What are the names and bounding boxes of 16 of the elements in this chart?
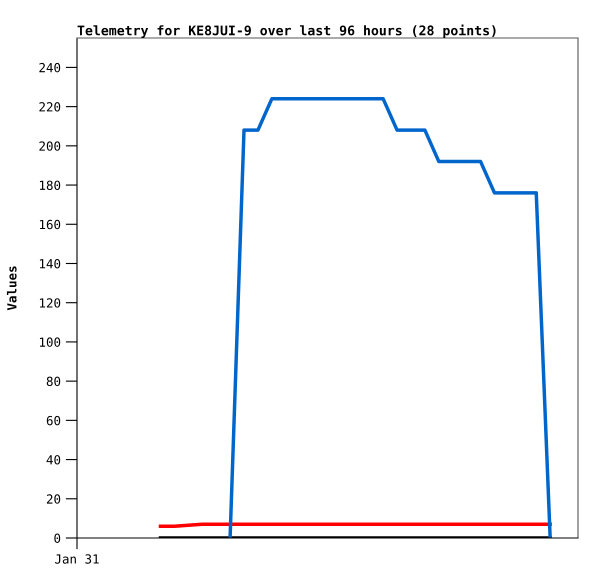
y-axis-title: Values — [6, 266, 17, 310]
y-tick-label: 240 — [39, 62, 60, 72]
y-tick-label: 120 — [40, 298, 60, 308]
chart-title: Telemetry for KE8JUI-9 over last 96 hours (28 points) — [78, 24, 496, 38]
y-tick-label: 180 — [40, 180, 60, 190]
y-tick-label: 200 — [39, 141, 60, 151]
y-tick-label: 160 — [40, 220, 60, 230]
y-tick-label: 20 — [46, 494, 60, 504]
y-tick-label: 100 — [40, 337, 60, 347]
y-tick-label: 40 — [46, 455, 60, 465]
y-tick-label: 60 — [46, 416, 60, 426]
y-tick-label: 0 — [54, 534, 60, 543]
y-tick-label: 220 — [39, 102, 60, 112]
y-tick-label: 80 — [46, 376, 60, 386]
y-tick-label: 140 — [40, 258, 60, 268]
x-tick-label: Jan 31 — [55, 554, 99, 564]
